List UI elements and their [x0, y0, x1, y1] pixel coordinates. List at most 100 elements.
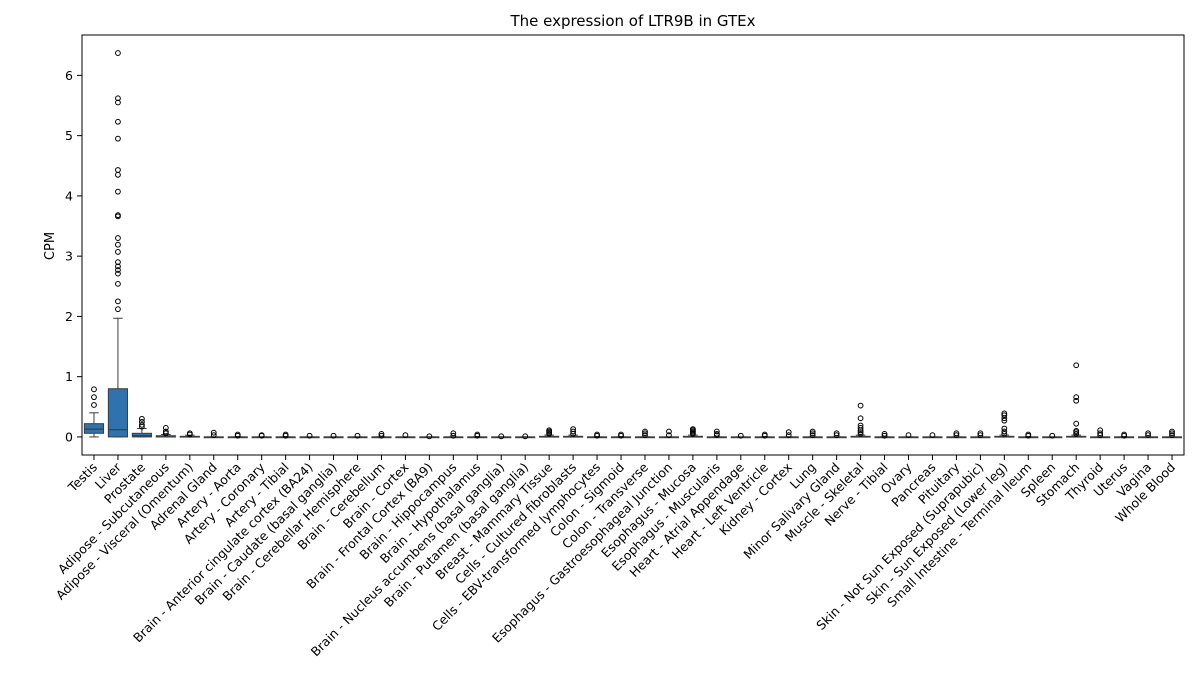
box-30 — [802, 428, 823, 439]
box-9 — [299, 432, 320, 439]
box-15 — [443, 430, 464, 439]
outlier-point — [115, 259, 121, 266]
plot-frame — [81, 34, 1185, 456]
outlier-point — [522, 433, 529, 440]
outlier-point — [977, 430, 984, 437]
box-22 — [610, 431, 632, 439]
outlier-point — [953, 430, 960, 437]
outlier-point — [115, 188, 121, 195]
outlier-point — [857, 402, 864, 409]
outlier-point — [115, 298, 121, 305]
y-tick-label: 1 — [65, 369, 73, 384]
box-41 — [1066, 362, 1087, 438]
box-23 — [634, 428, 656, 439]
box-1 — [107, 50, 129, 438]
box-40 — [1042, 432, 1063, 439]
outlier-point — [115, 99, 121, 106]
box-12 — [371, 431, 392, 439]
outlier-point — [91, 394, 97, 401]
outlier-point — [402, 432, 409, 439]
box-8 — [275, 431, 296, 439]
outlier-point — [1145, 430, 1151, 437]
outlier-point — [282, 431, 289, 438]
box-4 — [179, 430, 200, 438]
box-37 — [970, 430, 991, 439]
outlier-point — [570, 426, 577, 432]
outlier-point — [162, 428, 169, 435]
outlier-point — [929, 432, 936, 439]
box-24 — [658, 428, 680, 439]
box-36 — [946, 430, 967, 439]
box-6 — [227, 431, 248, 439]
outlier-point — [162, 430, 169, 437]
box-iqr — [83, 423, 105, 434]
outlier-point — [666, 432, 672, 439]
outlier-point — [1073, 397, 1080, 404]
outlier-point — [1001, 425, 1008, 432]
outlier-point — [809, 428, 816, 435]
outlier-point — [1121, 431, 1128, 438]
box-32 — [850, 402, 871, 438]
outlier-point — [1145, 432, 1151, 439]
chart-title: The expression of LTR9B in GTEx — [509, 12, 755, 30]
outlier-point — [1001, 412, 1008, 419]
outlier-point — [115, 235, 121, 241]
box-7 — [251, 432, 272, 439]
box-iqr — [131, 432, 152, 438]
outlier-point — [546, 427, 553, 434]
outlier-point — [857, 415, 864, 422]
box-38 — [994, 410, 1015, 438]
box-iqr — [107, 388, 129, 438]
box-0 — [83, 386, 105, 438]
outlier-point — [115, 212, 121, 219]
box-10 — [323, 432, 344, 439]
outlier-point — [115, 241, 121, 248]
box-42 — [1090, 427, 1111, 439]
outlier-point — [1001, 428, 1008, 435]
outlier-point — [857, 424, 864, 431]
outlier-point — [115, 263, 121, 270]
box-28 — [754, 431, 775, 439]
box-43 — [1114, 431, 1135, 439]
box-26 — [706, 428, 727, 439]
box-35 — [922, 432, 943, 439]
outlier-point — [498, 433, 505, 440]
outlier-point — [857, 431, 864, 437]
box-2 — [131, 415, 152, 438]
outlier-point — [1097, 427, 1104, 434]
box-5 — [203, 429, 224, 439]
outlier-point — [115, 118, 121, 125]
outlier-point — [713, 431, 720, 437]
outlier-point — [210, 429, 217, 436]
box-13 — [395, 432, 416, 439]
outlier-point — [115, 270, 121, 277]
box-39 — [1018, 431, 1039, 439]
outlier-point — [162, 424, 169, 431]
box-25 — [682, 426, 703, 438]
box-27 — [730, 432, 751, 439]
box-31 — [826, 430, 847, 439]
outlier-point — [1001, 417, 1008, 424]
outlier-point — [977, 432, 984, 439]
y-tick-label: 5 — [65, 128, 73, 143]
y-tick-label: 0 — [65, 429, 73, 444]
outlier-point — [881, 432, 888, 439]
box-21 — [586, 431, 608, 439]
outlier-point — [594, 431, 600, 438]
outlier-point — [378, 431, 385, 437]
outlier-point — [570, 428, 577, 435]
outlier-point — [857, 429, 864, 436]
outlier-point — [785, 432, 792, 439]
box-3 — [155, 424, 176, 438]
outlier-point — [138, 418, 145, 425]
outlier-point — [1049, 432, 1056, 439]
outlier-point — [666, 428, 672, 435]
outlier-point — [138, 415, 145, 422]
outlier-point — [1169, 430, 1175, 437]
outlier-point — [1073, 362, 1080, 369]
outlier-point — [1169, 432, 1175, 439]
box-20 — [563, 426, 584, 438]
